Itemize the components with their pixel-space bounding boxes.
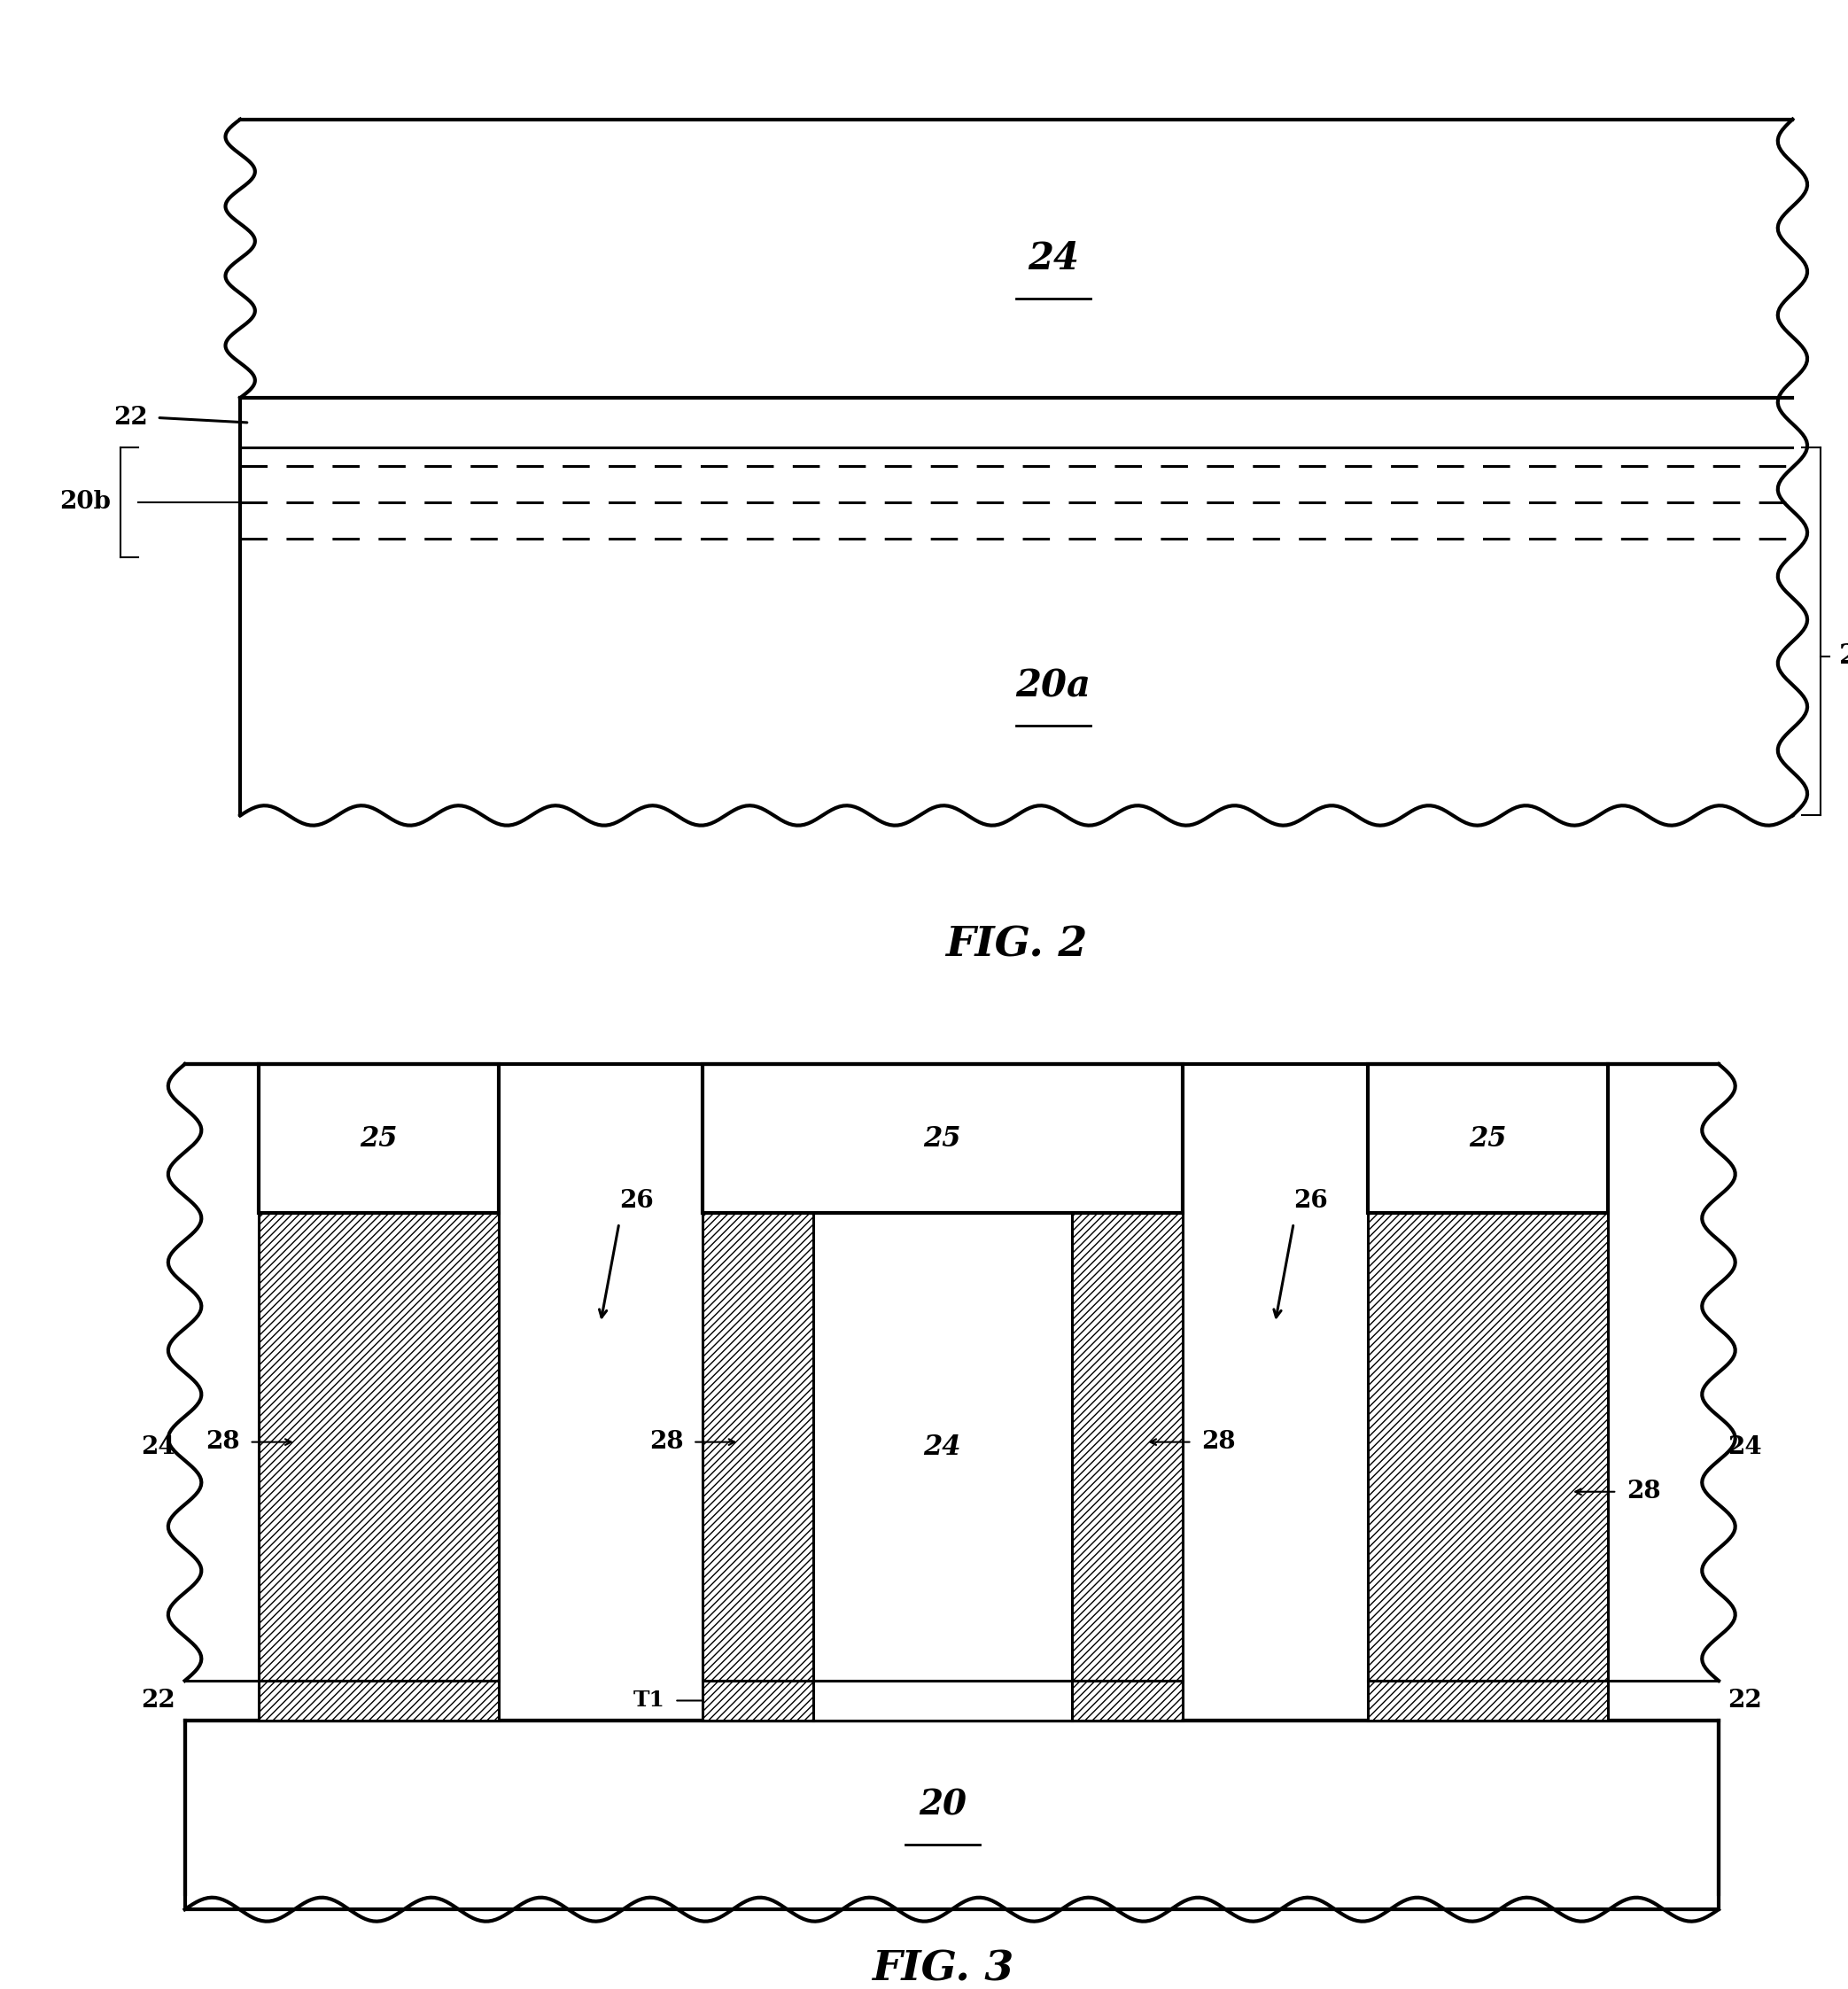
Text: 28: 28 <box>1626 1480 1661 1504</box>
Text: 22: 22 <box>113 406 148 430</box>
Bar <box>1072 1213 1183 1681</box>
Bar <box>702 1064 1183 1213</box>
Bar <box>240 448 1793 557</box>
Bar <box>702 1213 813 1681</box>
Text: 24: 24 <box>1728 1434 1763 1460</box>
Bar <box>1368 1064 1608 1213</box>
Text: 24: 24 <box>1027 241 1079 276</box>
Text: 25: 25 <box>924 1126 961 1152</box>
Text: 28: 28 <box>205 1430 240 1454</box>
Bar <box>813 1681 1072 1720</box>
Text: 28: 28 <box>649 1430 684 1454</box>
Bar <box>259 1064 499 1213</box>
Bar <box>240 119 1793 398</box>
Text: FIG. 3: FIG. 3 <box>872 1949 1013 1989</box>
Text: 24: 24 <box>924 1434 961 1460</box>
Bar <box>813 1213 1072 1681</box>
Text: T1: T1 <box>634 1691 665 1711</box>
Bar <box>185 1720 1719 1909</box>
Bar <box>259 1681 499 1720</box>
Bar <box>1368 1681 1608 1720</box>
Text: FIG. 2: FIG. 2 <box>946 925 1087 965</box>
Text: 24: 24 <box>140 1434 176 1460</box>
Text: 25: 25 <box>1469 1126 1506 1152</box>
Bar <box>259 1213 499 1681</box>
Text: 20: 20 <box>918 1788 967 1822</box>
Text: 26: 26 <box>619 1189 654 1213</box>
Bar <box>702 1681 813 1720</box>
Text: 22: 22 <box>1728 1689 1763 1713</box>
Text: 22: 22 <box>140 1689 176 1713</box>
Bar <box>1368 1213 1608 1681</box>
Text: 20a: 20a <box>1016 668 1090 704</box>
Text: 28: 28 <box>1201 1430 1236 1454</box>
Text: 20: 20 <box>1839 642 1848 670</box>
Text: 26: 26 <box>1294 1189 1329 1213</box>
Bar <box>240 557 1793 815</box>
Text: 25: 25 <box>360 1126 397 1152</box>
Bar <box>240 398 1793 448</box>
Bar <box>1072 1681 1183 1720</box>
Text: 20b: 20b <box>59 489 111 515</box>
